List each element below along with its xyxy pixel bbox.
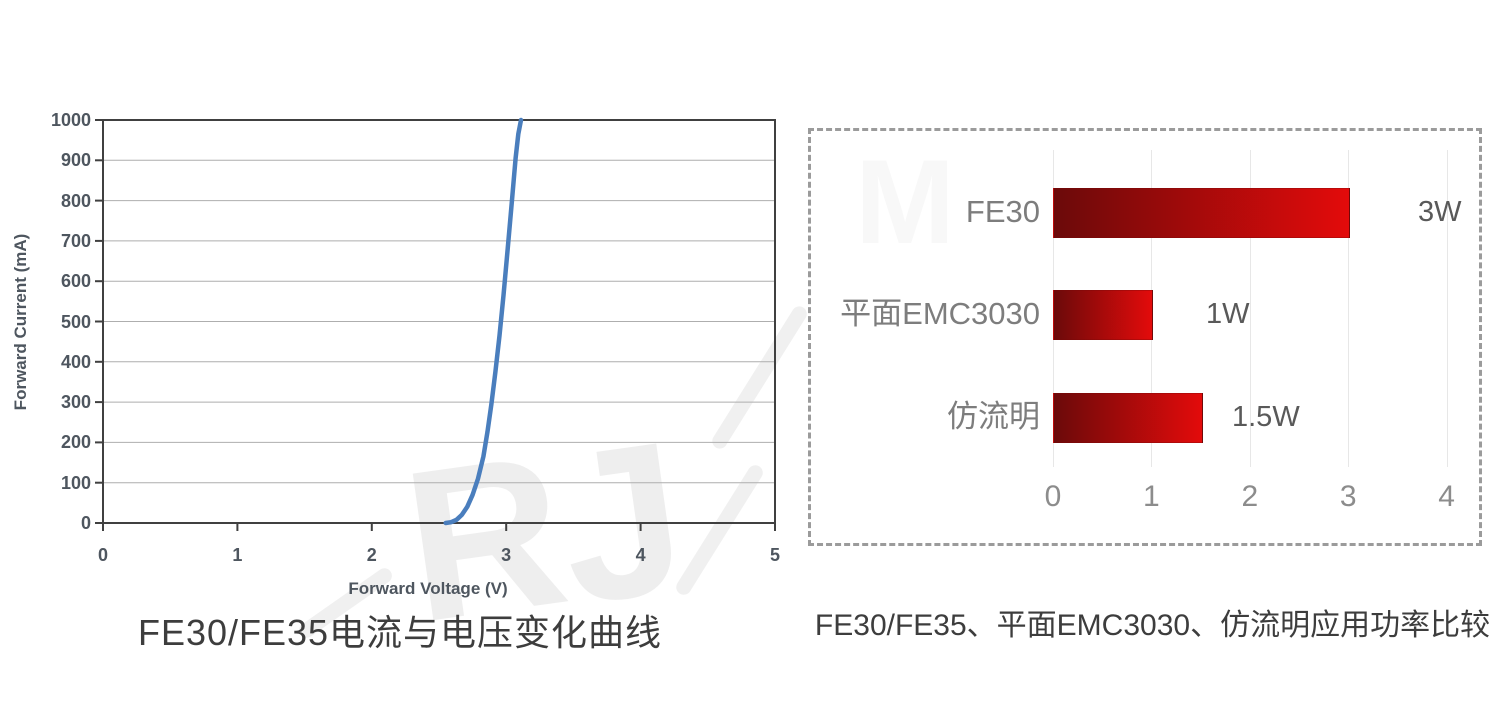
y-tick-label: 800 xyxy=(60,190,91,211)
gridline-v xyxy=(1446,150,1448,467)
bar-axis-tick-label: 2 xyxy=(1241,480,1259,513)
bar-axis-tick-label: 4 xyxy=(1438,480,1455,513)
y-tick-label: 200 xyxy=(60,432,91,453)
bar-1 xyxy=(1053,188,1351,238)
bar-chart-border xyxy=(808,128,1482,546)
y-tick-label: 600 xyxy=(60,271,91,292)
bar-axis-tick-label: 3 xyxy=(1339,480,1357,513)
gridline-v xyxy=(1249,150,1251,467)
iv-x-axis-title: Forward Voltage (V) xyxy=(348,579,508,598)
bar-2 xyxy=(1053,290,1154,340)
y-tick-label: 700 xyxy=(60,230,91,251)
watermark-stroke xyxy=(673,462,766,598)
bar-category-label: 平面EMC3030 xyxy=(840,296,1040,331)
y-tick-label: 1000 xyxy=(50,110,91,130)
y-tick-label: 0 xyxy=(80,513,91,533)
x-tick-label: 1 xyxy=(232,545,243,565)
watermark-glyph: M xyxy=(855,135,955,269)
x-tick-label: 4 xyxy=(635,545,646,565)
gridline-v xyxy=(1348,150,1350,467)
iv-chart-title: FE30/FE35电流与电压变化曲线 xyxy=(137,612,663,653)
bar-axis-tick-label: 0 xyxy=(1044,480,1062,513)
x-tick-label: 2 xyxy=(366,545,377,565)
x-tick-label: 3 xyxy=(501,545,512,565)
bar-axis-tick-label: 1 xyxy=(1143,480,1160,513)
bar-category-label: FE30 xyxy=(965,194,1040,229)
bar-category-label: 仿流明 xyxy=(947,399,1040,434)
bar-value-label: 3W xyxy=(1418,196,1462,228)
watermark-stroke xyxy=(709,303,810,452)
bar-value-label: 1.5W xyxy=(1232,401,1300,433)
bar-chart-title: FE30/FE35、平面EMC3030、仿流明应用功率比较 xyxy=(814,609,1491,642)
y-tick-label: 300 xyxy=(60,392,91,413)
bar-value-label: 1W xyxy=(1206,298,1250,330)
iv-y-axis-title: Forward Current (mA) xyxy=(11,233,30,411)
x-tick-label: 5 xyxy=(769,545,780,565)
bar-3 xyxy=(1053,393,1203,443)
y-tick-label: 100 xyxy=(60,472,91,493)
x-tick-label: 0 xyxy=(97,545,108,565)
y-tick-label: 400 xyxy=(60,351,91,372)
y-tick-label: 500 xyxy=(60,311,91,332)
y-tick-label: 900 xyxy=(60,150,91,171)
